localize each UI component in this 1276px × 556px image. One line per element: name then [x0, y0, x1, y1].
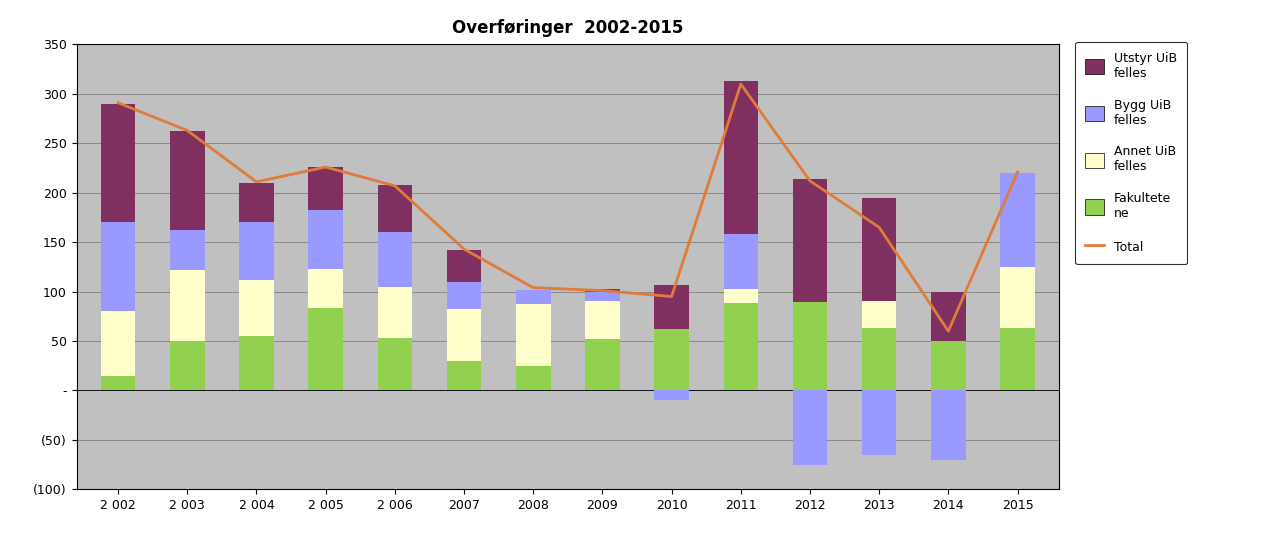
Bar: [170, 341, 204, 390]
Bar: [447, 250, 481, 282]
Bar: [792, 390, 827, 465]
Bar: [792, 179, 827, 302]
Title: Overføringer  2002-2015: Overføringer 2002-2015: [452, 19, 684, 37]
Bar: [170, 230, 204, 270]
Bar: [723, 289, 758, 304]
Bar: [309, 210, 343, 269]
Bar: [1000, 173, 1035, 267]
Bar: [861, 390, 897, 455]
Bar: [723, 234, 758, 289]
Bar: [723, 304, 758, 390]
Bar: [101, 376, 135, 390]
Bar: [516, 290, 550, 305]
Bar: [861, 198, 897, 301]
Bar: [723, 81, 758, 234]
Bar: [101, 104, 135, 222]
Bar: [378, 185, 412, 232]
Bar: [516, 366, 550, 390]
Legend: Utstyr UiB
felles, Bygg UiB
felles, Annet UiB
felles, Fakultete
ne, Total: Utstyr UiB felles, Bygg UiB felles, Anne…: [1076, 42, 1187, 264]
Bar: [931, 291, 966, 341]
Bar: [516, 305, 550, 366]
Bar: [447, 282, 481, 309]
Bar: [861, 328, 897, 390]
Bar: [239, 183, 274, 222]
Bar: [586, 301, 620, 339]
Bar: [101, 311, 135, 376]
Bar: [447, 309, 481, 361]
Bar: [931, 390, 966, 460]
Bar: [309, 167, 343, 210]
Bar: [1000, 328, 1035, 390]
Bar: [1000, 267, 1035, 328]
Bar: [586, 289, 620, 291]
Bar: [447, 361, 481, 390]
Bar: [239, 280, 274, 336]
Bar: [655, 285, 689, 329]
Bar: [170, 270, 204, 341]
Bar: [586, 291, 620, 301]
Bar: [931, 341, 966, 390]
Bar: [378, 287, 412, 338]
Bar: [309, 269, 343, 309]
Bar: [239, 336, 274, 390]
Bar: [170, 131, 204, 230]
Bar: [309, 309, 343, 390]
Bar: [655, 329, 689, 390]
Bar: [586, 339, 620, 390]
Bar: [861, 301, 897, 328]
Bar: [239, 222, 274, 280]
Bar: [101, 222, 135, 311]
Bar: [655, 390, 689, 400]
Bar: [792, 302, 827, 390]
Bar: [378, 338, 412, 390]
Bar: [378, 232, 412, 287]
